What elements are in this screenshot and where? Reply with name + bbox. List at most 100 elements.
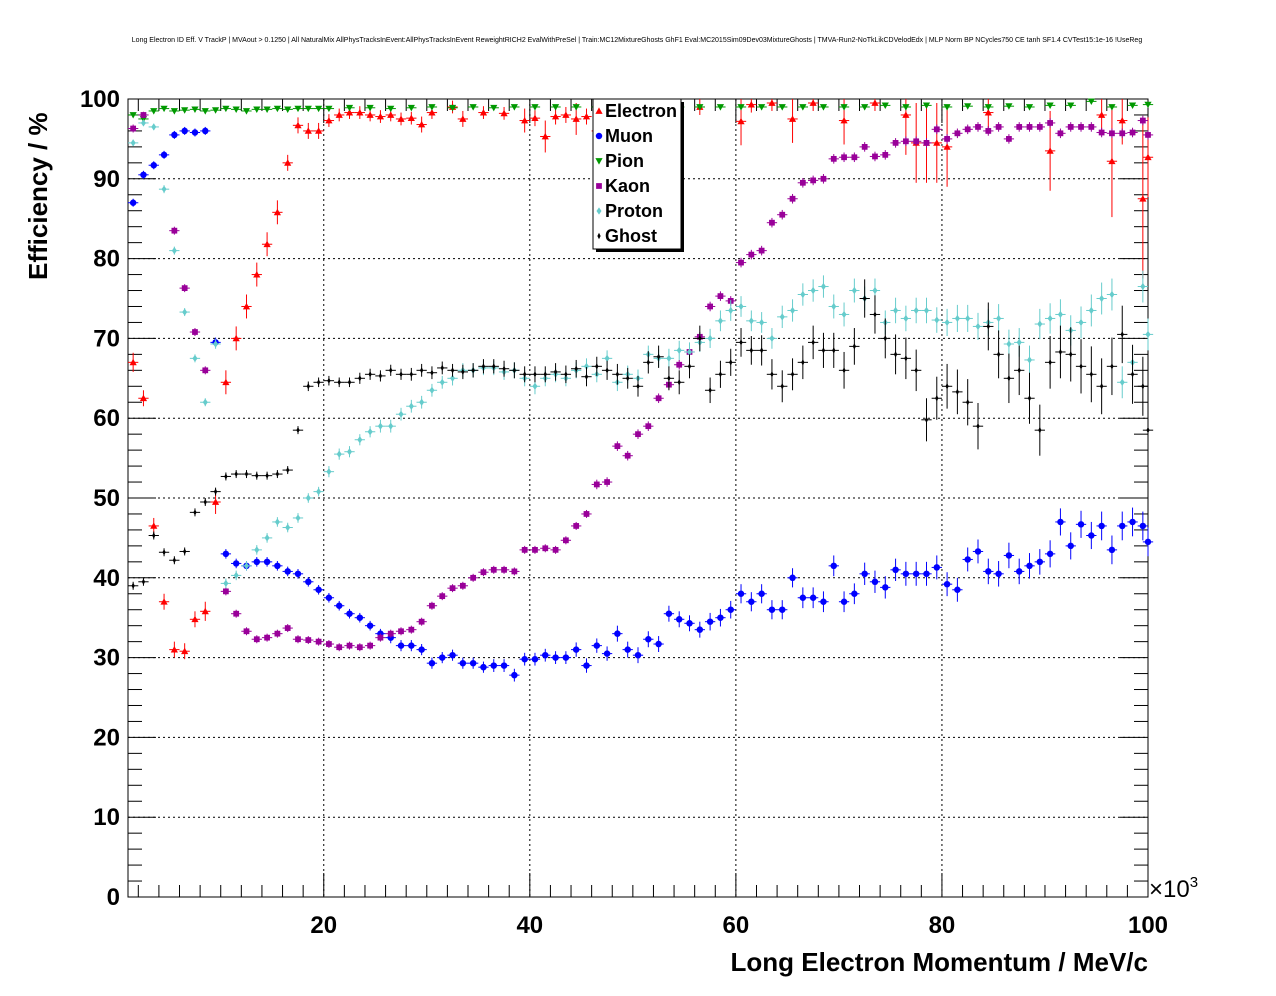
- pion-point: [325, 105, 333, 113]
- proton-point: [161, 185, 167, 193]
- legend-label-muon: Muon: [605, 126, 653, 146]
- muon-point: [758, 590, 765, 597]
- ghost-point: [265, 472, 269, 479]
- proton-point: [1037, 320, 1043, 328]
- electron-point: [840, 116, 848, 124]
- proton-point: [1109, 290, 1115, 299]
- pion-point: [943, 104, 951, 111]
- kaon-point: [315, 638, 322, 645]
- proton-point: [202, 398, 208, 406]
- muon-point: [356, 614, 364, 621]
- ghost-point: [1079, 363, 1083, 370]
- ghost-point: [832, 347, 836, 354]
- proton-point: [913, 306, 919, 315]
- muon-point: [1098, 522, 1105, 530]
- electron-point: [232, 334, 240, 342]
- proton-point: [1057, 310, 1063, 319]
- muon-point: [469, 659, 477, 667]
- muon-point: [542, 651, 549, 659]
- muon-point: [861, 570, 868, 578]
- proton-point: [130, 139, 136, 147]
- proton-point: [872, 286, 878, 295]
- proton-point: [367, 428, 373, 436]
- kaon-point: [253, 636, 260, 643]
- ghost-point: [760, 347, 764, 354]
- muon-point: [706, 618, 714, 625]
- kaon-point: [573, 523, 580, 529]
- pion-point: [160, 105, 168, 113]
- electron-point: [1139, 195, 1147, 202]
- muon-point: [675, 616, 683, 623]
- kaon-point: [861, 144, 868, 150]
- kaon-point: [1088, 124, 1095, 130]
- muon-point: [572, 646, 580, 653]
- muon-point: [1005, 552, 1013, 559]
- ghost-point: [1110, 363, 1114, 370]
- kaon-point: [562, 537, 569, 544]
- ghost-point: [935, 395, 939, 402]
- kaon-point: [1047, 120, 1054, 126]
- ghost-point: [749, 347, 753, 354]
- ghost-point: [966, 399, 970, 406]
- ghost-point: [141, 578, 146, 586]
- muon-point: [779, 606, 786, 613]
- kaon-point: [717, 293, 724, 299]
- muon-point: [820, 598, 827, 605]
- proton-point: [408, 402, 414, 410]
- kaon-point: [604, 479, 610, 485]
- muon-point: [840, 598, 848, 605]
- proton-point: [264, 534, 270, 542]
- muon-point: [397, 642, 405, 649]
- legend-entry-electron: Electron: [595, 101, 677, 121]
- proton-point: [934, 316, 940, 324]
- proton-point: [285, 523, 291, 532]
- tick-labels: 0 10 20 30 40 50 60 70 80 90 100 20 40 60 80 100: [80, 86, 1168, 939]
- proton-point: [965, 314, 971, 323]
- proton-point: [336, 450, 342, 458]
- muon-point: [459, 659, 467, 667]
- muon-point: [1036, 558, 1044, 566]
- ghost-point: [687, 363, 692, 370]
- proton-point: [975, 322, 981, 331]
- muon-point: [511, 671, 518, 679]
- muon-point: [1067, 542, 1074, 550]
- axis-ticks: [128, 98, 1149, 898]
- ghost-point: [1058, 348, 1063, 356]
- proton-point: [1145, 330, 1151, 339]
- muon-point: [439, 654, 446, 661]
- kaon-point: [181, 285, 188, 292]
- electron-point: [551, 112, 560, 120]
- electron-point: [1046, 147, 1054, 154]
- muon-point: [129, 199, 137, 206]
- muon-point: [727, 606, 734, 613]
- kaon-point: [1067, 124, 1074, 130]
- pion-point: [840, 104, 848, 111]
- kaon-point: [707, 303, 714, 310]
- electron-point: [284, 159, 292, 166]
- kaon-point: [1078, 124, 1084, 130]
- muon-point: [830, 562, 837, 570]
- ghost-point: [306, 383, 310, 390]
- ghost-point: [739, 339, 743, 346]
- proton-point: [254, 546, 260, 554]
- proton-point: [213, 340, 219, 348]
- muon-point: [995, 570, 1002, 578]
- kaon-point: [676, 361, 683, 368]
- electron-point: [541, 132, 549, 140]
- proton-point: [707, 334, 713, 342]
- proton-point: [810, 286, 816, 295]
- pion-point: [284, 106, 292, 113]
- pion-point: [531, 104, 539, 111]
- kaon-point: [356, 644, 363, 651]
- proton-point: [419, 398, 425, 406]
- ghost-point: [883, 335, 887, 342]
- ghost-point: [420, 367, 424, 374]
- kaon-point: [789, 195, 796, 202]
- muon-point: [160, 151, 168, 159]
- ghost-point: [873, 311, 877, 318]
- pion-point: [253, 106, 261, 113]
- ghost-point: [523, 371, 527, 378]
- ghost-point: [327, 377, 331, 384]
- proton-point: [954, 314, 960, 323]
- proton-point: [192, 354, 198, 362]
